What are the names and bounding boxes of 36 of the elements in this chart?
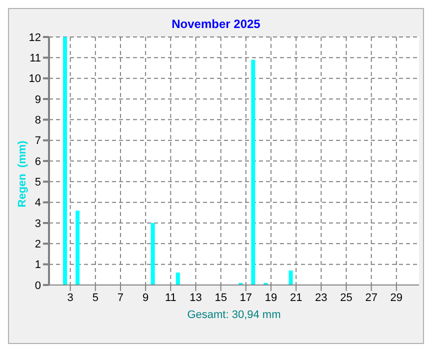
x-tick-label: 5	[92, 292, 98, 304]
x-tick-label: 13	[190, 292, 202, 304]
y-tick-label: 1	[34, 259, 41, 272]
y-tick-label: 9	[34, 94, 41, 106]
y-tick-label: 3	[34, 218, 41, 230]
bar	[176, 272, 180, 285]
bar	[76, 210, 80, 285]
y-tick-label: 5	[34, 176, 41, 189]
x-tick-label: 29	[390, 292, 403, 304]
y-axis-title: Regen (mm)	[16, 140, 28, 208]
x-tick-label: 3	[67, 292, 74, 304]
x-tick-label: 19	[264, 292, 278, 304]
x-tick-label: 17	[240, 292, 252, 304]
y-tick-label: 0	[34, 280, 41, 292]
x-tick-label: 15	[214, 292, 227, 304]
x-tick-label: 23	[315, 292, 328, 304]
y-tick-label: 4	[34, 197, 41, 210]
x-tick-label: 9	[142, 292, 149, 304]
y-tick-label: 12	[28, 32, 41, 44]
x-tick-label: 21	[290, 292, 302, 304]
y-tick-label: 6	[34, 156, 41, 168]
x-tick-label: 11	[164, 292, 176, 304]
bar	[288, 270, 293, 285]
y-tick-label: 2	[34, 238, 41, 251]
x-tick-label: 27	[365, 292, 378, 304]
bar	[150, 223, 155, 285]
x-tick-label: 7	[117, 292, 124, 304]
x-tick-label: 25	[340, 292, 352, 304]
y-tick-label: 11	[30, 52, 41, 65]
y-tick-label: 8	[34, 114, 41, 127]
bar	[63, 37, 68, 285]
x-axis-title: Gesamt: 30,94 mm	[186, 309, 282, 321]
bar	[251, 60, 256, 285]
chart-title: November 2025	[170, 17, 262, 31]
y-tick-label: 10	[28, 73, 41, 86]
y-tick-label: 7	[34, 135, 41, 148]
